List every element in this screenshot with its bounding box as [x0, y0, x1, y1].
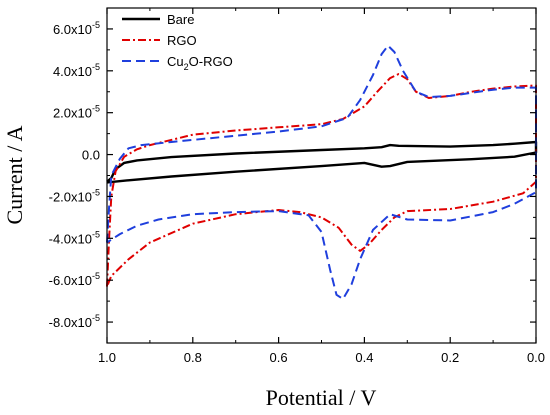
- y-tick-label: 2.0x10-5: [53, 104, 100, 121]
- legend: Bare RGO Cu2O-RGO: [122, 12, 233, 72]
- ticks-layer: 1.0 0.8 0.6 0.4 0.2 0.0 -8.0x10-5 -6.0x10-5 -4.0…: [49, 7, 545, 365]
- x-tick-label: 1.0: [98, 350, 116, 365]
- y-tick-label: -2.0x10-5: [49, 187, 100, 204]
- y-tick-label: 0.0: [82, 148, 100, 163]
- series-line-rgo: [106, 73, 537, 287]
- x-axis-title: Potential / V: [266, 385, 377, 410]
- series-line-cu2o-rgo: [106, 44, 537, 300]
- series-line-bare: [106, 140, 538, 184]
- legend-label: RGO: [167, 33, 197, 48]
- y-axis-title: Current / A: [2, 125, 27, 224]
- legend-label: Cu2O-RGO: [167, 54, 233, 72]
- y-tick-label: -8.0x10-5: [49, 313, 100, 330]
- x-tick-label: 0.2: [441, 350, 459, 365]
- x-tick-label: 0.6: [270, 350, 288, 365]
- series-layer: [106, 44, 538, 300]
- x-tick-label: 0.8: [184, 350, 202, 365]
- x-tick-label: 0.0: [527, 350, 545, 365]
- y-tick-label: 6.0x10-5: [53, 20, 100, 37]
- legend-label: Bare: [167, 12, 194, 27]
- y-tick-label: -6.0x10-5: [49, 271, 100, 288]
- y-tick-label: 4.0x10-5: [53, 62, 100, 79]
- y-tick-label: -4.0x10-5: [49, 229, 100, 246]
- x-tick-label: 0.4: [355, 350, 373, 365]
